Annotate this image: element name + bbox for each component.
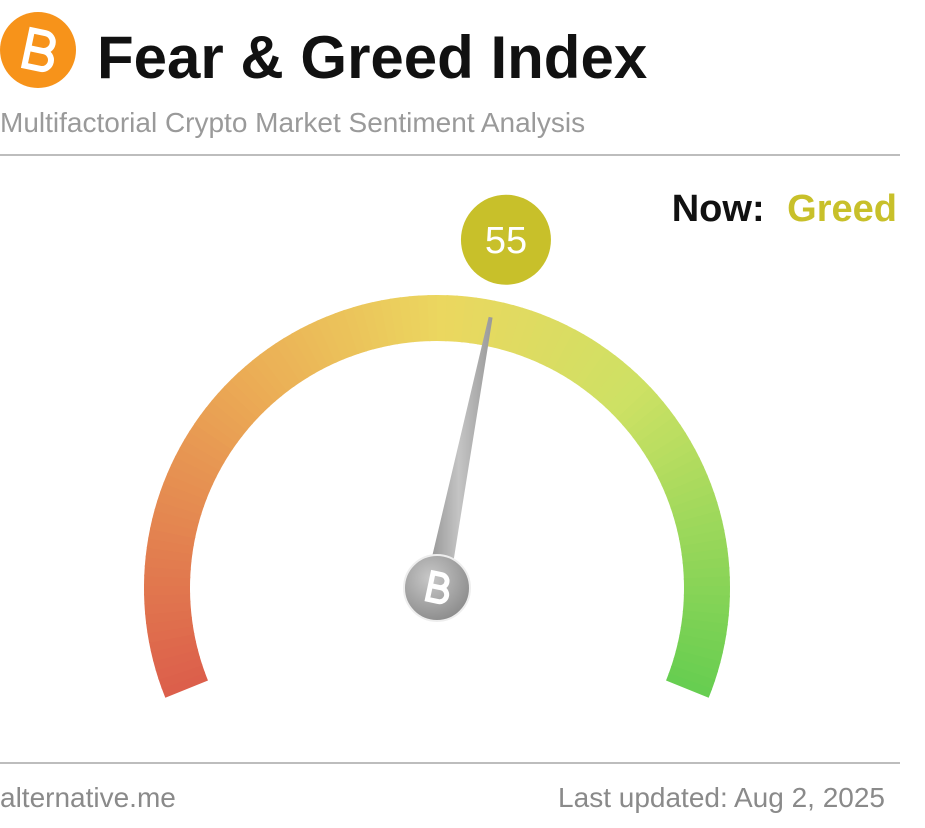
value-label: 55	[485, 220, 527, 262]
value-bubble	[460, 194, 551, 285]
title: Fear & Greed Index	[97, 24, 647, 91]
hub-logo	[424, 569, 450, 605]
gauge-band	[665, 672, 713, 698]
subtitle: Multifactorial Crypto Market Sentiment A…	[0, 107, 585, 138]
logo	[0, 12, 76, 88]
needle	[425, 316, 493, 591]
now-status: Now: Greed	[672, 188, 897, 230]
gauge: 55	[144, 194, 730, 698]
now-label: Now:	[672, 188, 765, 230]
updated: Last updated: Aug 2, 2025	[558, 782, 885, 813]
classification: Greed	[787, 188, 897, 230]
source: alternative.me	[0, 782, 176, 813]
